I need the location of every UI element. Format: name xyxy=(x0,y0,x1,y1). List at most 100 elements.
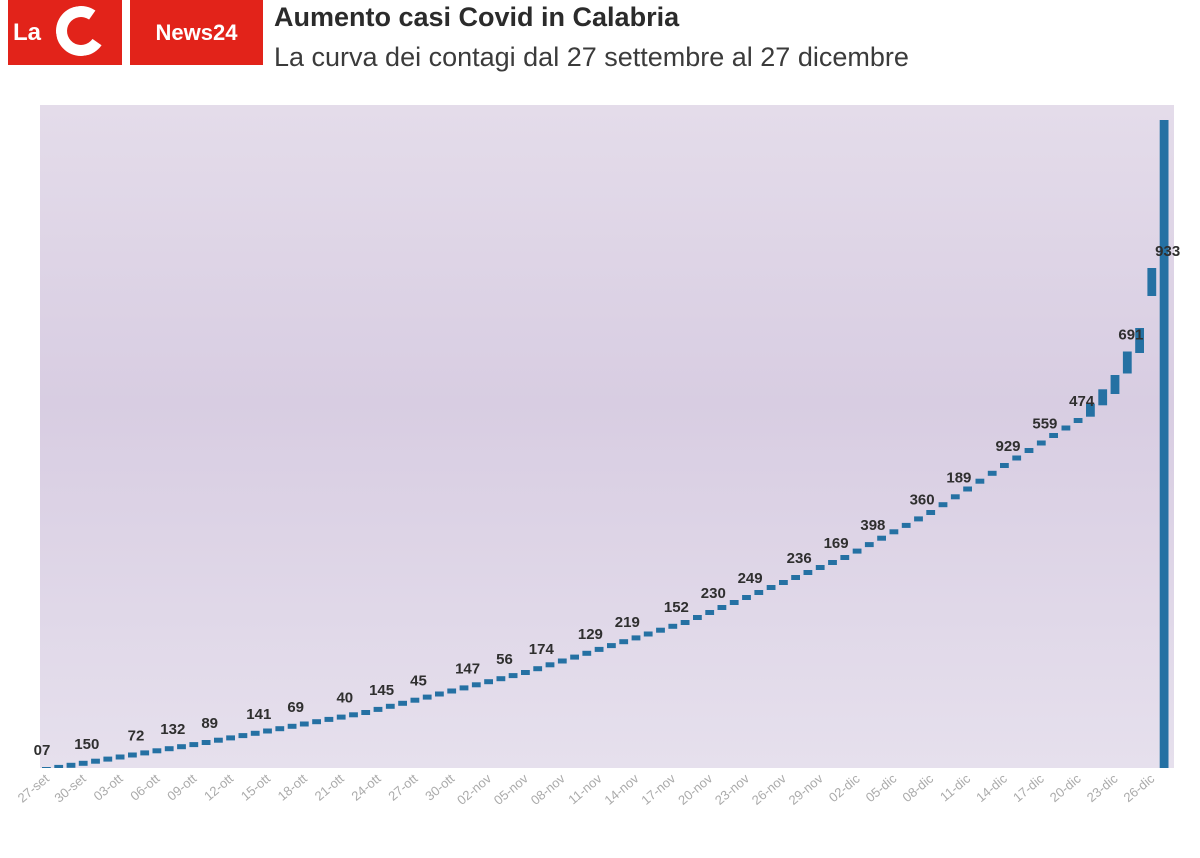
bar-step xyxy=(201,740,211,745)
bar-step xyxy=(54,764,64,768)
bar-step xyxy=(864,542,874,548)
bar-step xyxy=(840,555,850,560)
bar-step xyxy=(607,643,616,649)
bar-step xyxy=(963,486,972,492)
bar-step xyxy=(349,712,358,718)
x-tick-label: 18-ott xyxy=(275,771,310,804)
bar-step xyxy=(484,679,493,685)
data-label: 474 xyxy=(1069,393,1095,410)
data-label: 40 xyxy=(336,690,353,707)
bar-step xyxy=(668,623,678,629)
x-tick-label: 21-ott xyxy=(312,771,347,804)
bar-step xyxy=(533,666,543,672)
bar-step xyxy=(164,746,174,752)
bar-step xyxy=(78,760,88,766)
bar-step xyxy=(914,516,923,522)
bar-step xyxy=(643,631,653,637)
bar-step xyxy=(42,767,51,768)
x-tick-label: 11-nov xyxy=(565,770,605,807)
bar-step xyxy=(852,548,862,554)
data-label: 152 xyxy=(664,599,689,616)
data-label: 230 xyxy=(701,585,726,602)
bar-step xyxy=(656,627,665,633)
data-label: 07 xyxy=(34,742,51,759)
data-label: 56 xyxy=(496,651,513,668)
bar-step xyxy=(275,726,285,732)
data-label: 559 xyxy=(1032,416,1057,433)
bar-step xyxy=(594,646,604,652)
bar-step xyxy=(1061,425,1071,431)
bar-step xyxy=(582,650,592,656)
bar-step xyxy=(766,585,776,590)
bar-step xyxy=(66,762,76,768)
x-tick-label: 08-nov xyxy=(528,770,568,807)
data-label: 145 xyxy=(369,682,394,699)
bar-step xyxy=(128,752,137,758)
chart-subtitle: La curva dei contagi dal 27 settembre al… xyxy=(274,42,909,72)
data-label: 45 xyxy=(410,673,427,690)
data-label: 72 xyxy=(128,728,145,745)
bar-step xyxy=(693,615,702,620)
bar-step xyxy=(471,682,481,688)
bar-step xyxy=(189,742,199,748)
bar-step xyxy=(742,595,751,600)
bar-step xyxy=(214,737,223,743)
x-tick-label: 14-dic xyxy=(973,770,1010,805)
bar-step xyxy=(1135,328,1144,353)
data-label: 249 xyxy=(738,570,763,587)
bar-step xyxy=(238,733,248,739)
bar-step xyxy=(508,673,518,679)
data-label: 129 xyxy=(578,626,603,643)
data-label: 360 xyxy=(910,491,935,508)
bar-step xyxy=(1024,448,1034,453)
x-tick-label: 20-nov xyxy=(675,770,715,807)
bar-step xyxy=(1098,389,1108,406)
data-label: 219 xyxy=(615,614,640,631)
bar-step xyxy=(1049,433,1058,438)
bar-step xyxy=(926,510,936,515)
x-tick-label: 15-ott xyxy=(238,771,273,804)
x-tick-label: 17-dic xyxy=(1010,770,1047,805)
bar-step xyxy=(299,721,309,727)
x-tick-label: 02-dic xyxy=(826,770,863,805)
bar-step xyxy=(815,565,825,570)
chart-title: Aumento casi Covid in Calabria xyxy=(274,2,680,32)
logo-news-block: News24 xyxy=(130,0,263,65)
bar-step xyxy=(545,662,555,668)
bar-step xyxy=(987,470,997,476)
bar-step xyxy=(1000,463,1009,468)
bar-step xyxy=(287,723,297,729)
bar-step xyxy=(422,694,432,700)
x-tick-label: 08-dic xyxy=(899,770,936,805)
data-label: 150 xyxy=(74,736,99,753)
bar-step xyxy=(398,700,407,706)
x-tick-label: 05-dic xyxy=(863,770,900,805)
bar-step xyxy=(410,697,420,703)
data-label: 132 xyxy=(160,721,185,738)
bar-step xyxy=(312,719,321,725)
bar-step xyxy=(435,691,444,697)
bar-step xyxy=(877,535,886,541)
bar-step xyxy=(361,710,371,715)
data-label: 691 xyxy=(1118,327,1143,344)
bar-step xyxy=(1036,440,1046,446)
bar-step xyxy=(115,754,125,760)
bar-step xyxy=(1086,403,1095,417)
x-tick-label: 27-ott xyxy=(385,771,420,804)
photo-background xyxy=(40,105,1174,768)
bar-step xyxy=(570,654,579,660)
x-tick-label: 29-nov xyxy=(786,770,826,807)
x-tick-label: 11-dic xyxy=(937,770,973,804)
x-tick-label: 26-nov xyxy=(749,770,789,807)
bar-step xyxy=(975,478,985,484)
x-tick-label: 12-ott xyxy=(201,771,236,804)
bar-step xyxy=(803,570,813,575)
bar-step xyxy=(177,744,186,750)
data-label: 933 xyxy=(1155,243,1180,260)
bar-step xyxy=(226,735,235,741)
x-tick-label: 02-nov xyxy=(454,770,494,807)
bar-step xyxy=(729,600,739,605)
bar-step xyxy=(521,670,530,675)
bar-step xyxy=(263,728,272,734)
